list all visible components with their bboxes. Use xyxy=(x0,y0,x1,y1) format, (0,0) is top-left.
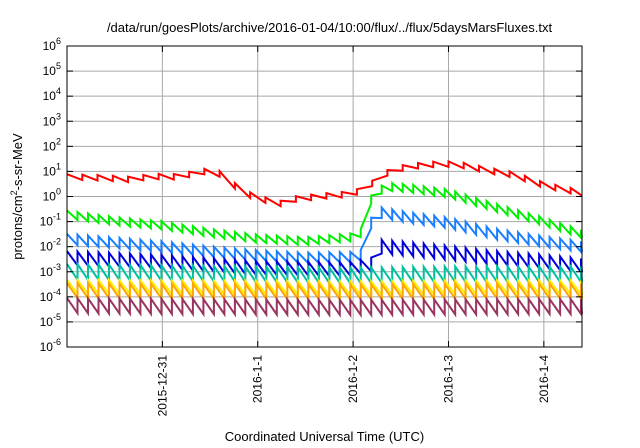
x-axis-ticks: 2015-12-31 2016-1-1 2016-1-2 2016-1-3 2016-1… xyxy=(155,46,551,417)
y-axis-label-pre: protons/cm xyxy=(10,195,25,259)
y-axis-label-sup: 2 xyxy=(9,190,19,195)
x-tick-label: 2016-1-2 xyxy=(346,355,360,403)
series-line-3 xyxy=(66,204,583,266)
y-tick-label: 10-4 xyxy=(40,287,61,304)
y-tick-label: 10-5 xyxy=(40,312,61,329)
y-tick-label: 10-2 xyxy=(40,237,61,254)
chart-title: /data/run/goesPlots/archive/2016-01-04/1… xyxy=(107,20,553,35)
y-tick-label: 10-6 xyxy=(40,337,61,354)
series-layer xyxy=(66,159,583,319)
y-tick-label: 105 xyxy=(43,61,61,78)
y-tick-label: 10-3 xyxy=(40,262,61,279)
y-axis-ticks: 10-6 10-5 10-4 10-3 10-2 10-1 100 101 102 103 104 1… xyxy=(40,36,582,354)
series-line-5 xyxy=(66,260,583,287)
y-axis-label: protons/cm2-s-sr-MeV xyxy=(9,133,25,260)
y-tick-label: 106 xyxy=(43,36,61,53)
grid xyxy=(67,46,582,347)
y-tick-label: 102 xyxy=(43,136,61,153)
x-tick-label: 2016-1-4 xyxy=(537,355,551,403)
x-tick-label: 2016-1-1 xyxy=(251,355,265,403)
series-line-8 xyxy=(66,295,583,319)
y-tick-label: 103 xyxy=(43,111,61,128)
series-line-2 xyxy=(66,180,583,247)
y-tick-label: 101 xyxy=(43,161,61,178)
x-tick-label: 2015-12-31 xyxy=(155,355,169,417)
series-line-1 xyxy=(66,159,583,208)
y-tick-label: 104 xyxy=(43,86,61,103)
series-line-7 xyxy=(66,279,583,303)
y-tick-label: 10-1 xyxy=(40,212,61,229)
x-axis-label: Coordinated Universal Time (UTC) xyxy=(225,429,424,444)
y-tick-label: 100 xyxy=(43,187,61,204)
y-axis-label-post: -s-sr-MeV xyxy=(10,133,25,190)
x-tick-label: 2016-1-3 xyxy=(441,355,455,403)
